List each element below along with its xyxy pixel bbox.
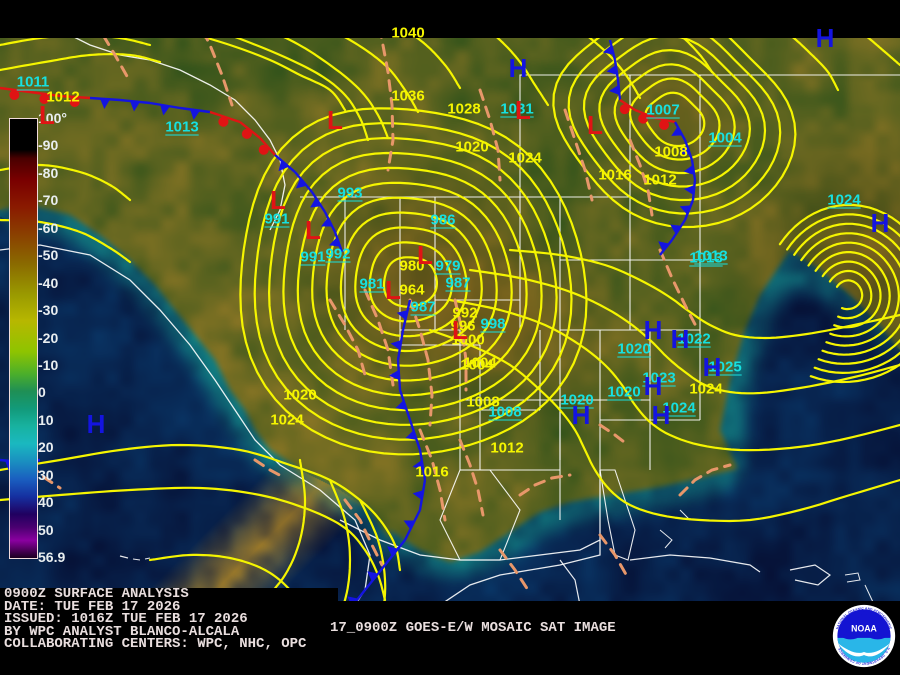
svg-text:NOAA: NOAA	[851, 623, 877, 633]
